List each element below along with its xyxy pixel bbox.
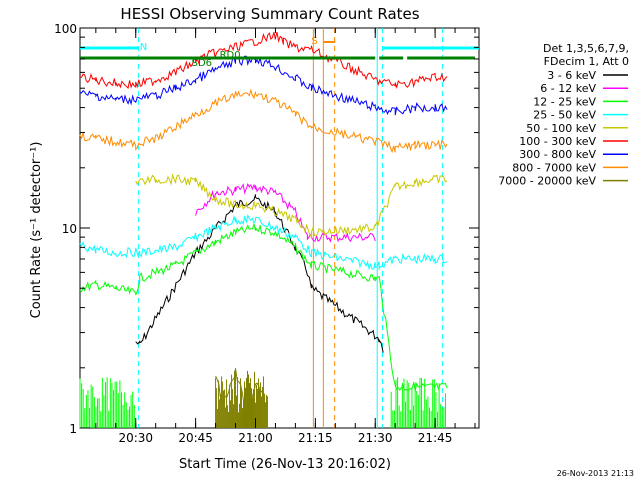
x-tick-label: 20:45 [178, 431, 213, 445]
legend-entry-label: 800 - 7000 keV [512, 161, 596, 174]
series-line-50-100keV [135, 173, 448, 239]
legend-header-1: Det 1,3,5,6,7,9, [543, 42, 629, 55]
y-tick-label: 1 [69, 422, 77, 436]
chart-title: HESSI Observing Summary Count Rates [120, 5, 419, 23]
series-line-6-12keV [195, 182, 376, 243]
legend-entry-label: 3 - 6 keV [547, 69, 596, 82]
legend-entry-label: 300 - 800 keV [519, 148, 596, 161]
legend-entry-label: 7000 - 20000 keV [498, 175, 596, 188]
series-layer [79, 31, 448, 428]
plot-border [79, 27, 480, 429]
flags-layer: N S RD0 SD6 [79, 36, 479, 69]
x-tick-label: 21:00 [238, 431, 273, 445]
x-tick-label: 20:30 [118, 431, 153, 445]
series-line-3-6keV [135, 194, 384, 353]
x-tick-label: 21:30 [358, 431, 393, 445]
y-axis-label: Count Rate (s⁻¹ detector⁻¹) [29, 142, 44, 319]
legend-entry-label: 50 - 100 keV [526, 122, 596, 135]
x-tick-label: 21:45 [418, 431, 453, 445]
legend-header-2: FDecim 1, Att 0 [544, 55, 629, 68]
legend-entry-label: 100 - 300 keV [519, 135, 596, 148]
flag-N-label: N [140, 42, 147, 53]
x-tick-label: 21:15 [298, 431, 333, 445]
series-line-300-800keV [79, 55, 448, 116]
series-line-12-25keV [79, 222, 448, 392]
series-line-100-300keV [79, 31, 448, 90]
series-line-800-7000keV [79, 88, 448, 154]
date-stamp: 26-Nov-2013 21:13 [557, 469, 634, 478]
series-line-25-50keV [79, 213, 448, 271]
x-axis-label: Start Time (26-Nov-13 20:16:02) [179, 457, 391, 472]
legend-entry-label: 12 - 25 keV [533, 95, 596, 108]
axes-layer: 20:30 20:45 21:00 21:15 21:30 21:45 1 10 100 [54, 22, 479, 445]
flag-S-label: S [311, 36, 317, 47]
flag-SD6-label: SD6 [192, 58, 212, 69]
legend-entry-label: 25 - 50 keV [533, 109, 596, 122]
y-tick-label: 100 [54, 22, 77, 36]
flag-RD0-label: RD0 [220, 50, 241, 61]
legend-entry-label: 6 - 12 keV [540, 82, 596, 95]
y-tick-label: 10 [62, 222, 77, 236]
plot-frame [79, 27, 480, 429]
